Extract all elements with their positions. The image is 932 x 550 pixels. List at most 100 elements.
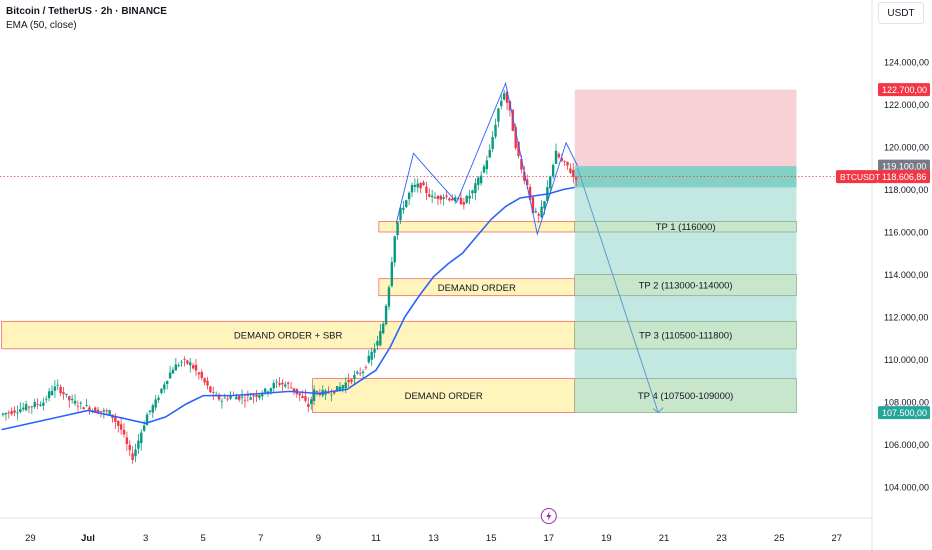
price-tag: [878, 406, 930, 420]
candle-body: [531, 197, 535, 214]
price-tag-label: 122.700,00: [882, 85, 927, 95]
candle-body: [13, 410, 16, 413]
x-tick-label: 11: [371, 533, 381, 544]
candle-body: [482, 166, 486, 173]
candle-body: [7, 412, 10, 414]
price-tag: [878, 170, 930, 184]
candle-body: [269, 388, 273, 392]
candle-body: [537, 214, 540, 216]
candle-body: [341, 385, 345, 389]
candle-body: [229, 395, 232, 399]
zone-label: TP 3 (110500-111800): [639, 331, 732, 342]
candle-body: [350, 379, 353, 382]
candle-body: [82, 407, 85, 410]
candle-body: [62, 392, 65, 395]
candle-body: [428, 194, 431, 197]
candle-body: [200, 371, 203, 378]
candle-body: [422, 182, 425, 186]
candle-body: [249, 397, 252, 400]
candle-body: [468, 195, 471, 199]
candle-body: [474, 183, 477, 194]
candle-body: [206, 380, 209, 386]
candle-body: [574, 177, 578, 180]
y-tick-label: 108.000,00: [884, 398, 929, 408]
x-tick-label: 23: [716, 533, 727, 544]
candle-body: [390, 262, 394, 287]
candle-body: [569, 168, 572, 173]
currency-selector[interactable]: USDT: [878, 2, 924, 24]
candle-body: [151, 405, 154, 413]
x-tick-label: 29: [25, 533, 36, 544]
candle-body: [554, 150, 558, 164]
chart-title: Bitcoin / TetherUS · 2h · BINANCE: [6, 6, 167, 17]
projection-arrow-head: [652, 407, 664, 414]
candle-body: [240, 396, 244, 398]
candle-body: [10, 411, 13, 415]
candle-body: [485, 160, 489, 170]
candle-body: [442, 197, 445, 199]
x-tick-label: 19: [601, 533, 612, 544]
x-tick-label: 17: [544, 533, 555, 544]
candle-body: [505, 91, 509, 103]
candle-body: [566, 161, 569, 166]
price-tag: [878, 159, 930, 173]
candle-body: [286, 382, 290, 384]
candle-body: [108, 410, 111, 415]
candle-body: [502, 93, 506, 100]
y-tick-label: 114.000,00: [884, 270, 928, 280]
candle-body: [358, 373, 362, 375]
candle-body: [292, 388, 296, 392]
candle-body: [252, 395, 255, 397]
candle-body: [307, 403, 310, 407]
candle-body: [430, 195, 434, 198]
candle-body: [137, 440, 140, 449]
candle-body: [131, 453, 134, 460]
y-tick-label: 106.000,00: [884, 440, 929, 450]
price-tag: [878, 83, 930, 97]
candle-body: [370, 351, 373, 360]
candle-body: [235, 396, 238, 400]
x-tick-label: 9: [316, 533, 321, 544]
candle-body: [557, 153, 561, 158]
candle-body: [520, 158, 523, 170]
symbol-tag-label: BTCUSDT: [840, 172, 880, 182]
wave-drawing: [395, 81, 579, 236]
zone-tp: [574, 221, 797, 233]
candle-body: [258, 395, 261, 398]
candle-body: [160, 388, 163, 394]
candle-body: [454, 197, 457, 201]
candle-body: [298, 393, 301, 396]
y-tick-label: 120.000,00: [884, 143, 929, 153]
candle-body: [500, 100, 503, 107]
candle-body: [433, 197, 437, 199]
candle-body: [191, 365, 195, 369]
candle-body: [416, 183, 419, 188]
indicator-label[interactable]: EMA (50, close): [6, 20, 77, 31]
candle-body: [517, 142, 520, 156]
candle-body: [53, 386, 57, 391]
candle-body: [209, 386, 212, 393]
candle-body: [373, 349, 376, 353]
candle-body: [145, 414, 149, 426]
candle-body: [47, 391, 51, 399]
zone-stop: [574, 89, 797, 167]
zone-tp: [574, 274, 797, 297]
x-tick-label: Jul: [81, 533, 95, 544]
candle-body: [56, 384, 59, 386]
zone-tp: [574, 378, 797, 413]
candle-body: [238, 395, 241, 400]
x-tick-label: 13: [428, 533, 439, 544]
candle-body: [275, 381, 278, 383]
y-tick-label: 116.000,00: [884, 228, 928, 238]
candle-body: [477, 177, 480, 185]
entry-band: [574, 166, 797, 188]
x-tick-label: 15: [486, 533, 497, 544]
candle-body: [189, 362, 192, 366]
candle-body: [301, 396, 304, 398]
candle-body: [194, 364, 198, 371]
candle-body: [99, 411, 103, 412]
zone-yellow: [312, 378, 576, 413]
candle-body: [479, 175, 483, 184]
candle-body: [284, 384, 287, 387]
